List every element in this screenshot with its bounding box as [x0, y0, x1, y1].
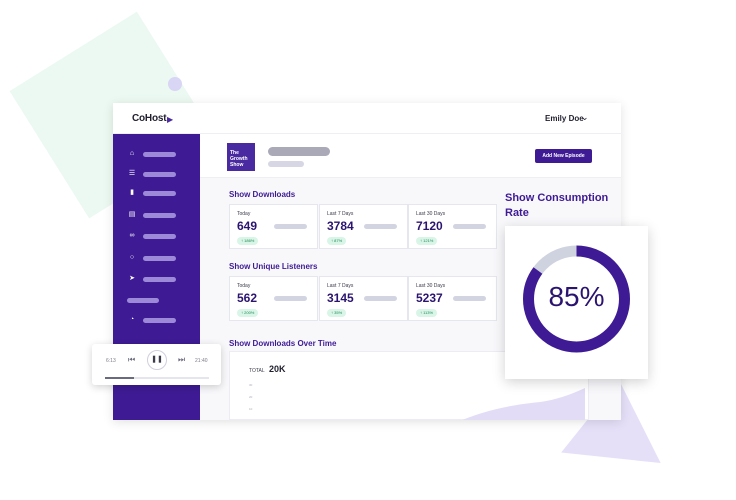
chart-area — [462, 388, 585, 420]
stat-card-downloads-7d[interactable]: Last 7 Days 3784 ↑ 87% — [319, 204, 408, 249]
elapsed-time: 6:13 — [106, 358, 116, 364]
total-value: 20K — [269, 364, 286, 374]
total-label: TOTAL — [249, 368, 265, 374]
downloads-area-series — [462, 388, 585, 420]
skip-back-icon[interactable]: ⏮ — [128, 355, 136, 364]
change-value: 113% — [423, 310, 434, 315]
sidebar-item-links[interactable]: ∞ — [113, 230, 200, 244]
change-value: 200% — [244, 310, 255, 315]
app-logo[interactable]: CoHost — [132, 113, 167, 124]
consumption-rate-title: Show Consumption Rate — [505, 192, 609, 219]
document-icon: ▤ — [128, 211, 136, 218]
show-cover-art[interactable]: The Growth Show — [227, 143, 255, 171]
stat-label: Last 7 Days — [327, 283, 354, 289]
show-header: The Growth Show Add New Episode — [200, 134, 621, 178]
stat-label: Today — [237, 283, 251, 289]
add-new-episode-button[interactable]: Add New Episode — [535, 149, 592, 163]
consumption-gauge — [523, 245, 630, 353]
stat-card-downloads-30d[interactable]: Last 30 Days 7120 ↑ 121% — [408, 204, 497, 249]
nav-placeholder — [143, 277, 176, 282]
y-tick-label: 10 — [249, 407, 253, 411]
pause-button[interactable]: ❚❚ — [147, 350, 167, 370]
stat-label: Today — [237, 211, 251, 217]
bar-chart-icon: ▮ — [130, 189, 134, 196]
stat-placeholder-bar — [364, 296, 397, 301]
help-icon: ◔ — [129, 316, 135, 323]
send-icon: ➤ — [129, 275, 135, 282]
listeners-title: Show Unique Listeners — [229, 262, 318, 271]
progress-track[interactable] — [105, 377, 209, 379]
top-bar: CoHost ▶ Emily Doe ⌄ — [113, 103, 621, 134]
stat-placeholder-bar — [453, 224, 486, 229]
nav-placeholder — [143, 234, 176, 239]
sidebar-item-home[interactable]: ⌂ — [113, 148, 200, 162]
link-icon: ∞ — [129, 232, 135, 239]
home-icon: ⌂ — [129, 150, 135, 157]
sidebar-section-label — [127, 298, 159, 303]
stat-card-listeners-30d[interactable]: Last 30 Days 5237 ↑ 113% — [408, 276, 497, 321]
nav-placeholder — [143, 256, 176, 261]
stat-value: 5237 — [416, 291, 443, 305]
nav-placeholder — [143, 318, 176, 323]
change-badge: ↑ 87% — [327, 237, 347, 245]
duration-time: 21:40 — [195, 358, 208, 364]
stat-value: 3145 — [327, 291, 354, 305]
consumption-rate-card[interactable]: 85% — [505, 226, 648, 379]
y-tick-label: 30 — [249, 383, 253, 387]
downloads-over-time-title: Show Downloads Over Time — [229, 339, 337, 348]
sidebar-item-analytics[interactable]: ▮ — [113, 187, 200, 201]
decorative-circle — [168, 77, 182, 91]
change-badge: ↑ 121% — [416, 237, 438, 245]
audio-player: 6:13 ⏮ ❚❚ ⏭ 21:40 — [92, 344, 221, 385]
sidebar-item-episodes[interactable]: ☰ — [113, 168, 200, 182]
stat-card-listeners-7d[interactable]: Last 7 Days 3145 ↑ 35% — [319, 276, 408, 321]
sidebar-item-publish[interactable]: ➤ — [113, 273, 200, 287]
y-tick-label: 20 — [249, 395, 253, 399]
change-value: 35% — [334, 310, 343, 315]
nav-placeholder — [143, 191, 176, 196]
change-badge: ↑ 200% — [237, 309, 259, 317]
stat-placeholder-bar — [453, 296, 486, 301]
nav-placeholder — [143, 172, 176, 177]
downloads-title: Show Downloads — [229, 190, 296, 199]
stat-value: 7120 — [416, 219, 443, 233]
chevron-down-icon[interactable]: ⌄ — [581, 112, 589, 122]
stat-card-listeners-today[interactable]: Today 562 ↑ 200% — [229, 276, 318, 321]
change-badge: ↑ 186% — [237, 237, 259, 245]
show-subtitle-placeholder — [268, 161, 304, 167]
gauge-progress-arc — [523, 245, 630, 353]
change-badge: ↑ 35% — [327, 309, 347, 317]
change-badge: ↑ 113% — [416, 309, 438, 317]
logo-mark-icon: ▶ — [167, 115, 174, 124]
change-value: 121% — [423, 238, 434, 243]
skip-forward-icon[interactable]: ⏭ — [178, 355, 186, 364]
dashboard-window: CoHost ▶ Emily Doe ⌄ ⌂ ☰ ▮ ▤ ∞ ○ — [113, 103, 621, 420]
globe-icon: ○ — [129, 254, 135, 261]
stat-placeholder-bar — [274, 224, 307, 229]
stat-placeholder-bar — [364, 224, 397, 229]
stat-card-downloads-today[interactable]: Today 649 ↑ 186% — [229, 204, 318, 249]
nav-placeholder — [143, 213, 176, 218]
stat-value: 562 — [237, 291, 258, 305]
sidebar-item-distribution[interactable]: ○ — [113, 252, 200, 266]
show-title-placeholder — [268, 147, 330, 156]
stat-value: 3784 — [327, 219, 354, 233]
stat-label: Last 30 Days — [416, 283, 446, 289]
consumption-rate-value: 85% — [548, 281, 605, 312]
sidebar-item-help[interactable]: ◔ — [113, 314, 200, 328]
progress-fill — [105, 377, 135, 379]
nav-placeholder — [143, 152, 176, 157]
list-icon: ☰ — [128, 170, 136, 177]
user-name[interactable]: Emily Doe — [545, 114, 584, 123]
stat-label: Last 7 Days — [327, 211, 354, 217]
change-value: 186% — [244, 238, 255, 243]
stat-label: Last 30 Days — [416, 211, 446, 217]
stat-value: 649 — [237, 219, 258, 233]
stat-placeholder-bar — [274, 296, 307, 301]
sidebar-item-documents[interactable]: ▤ — [113, 209, 200, 223]
change-value: 87% — [334, 238, 343, 243]
